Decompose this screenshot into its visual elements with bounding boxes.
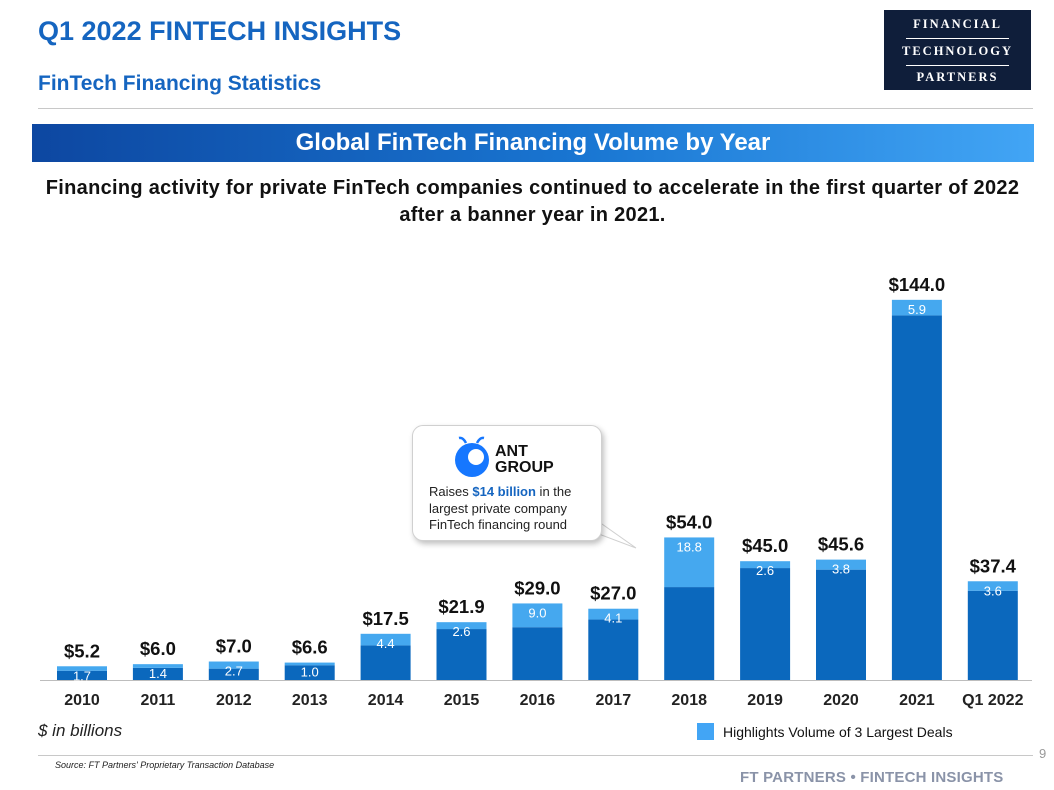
x-tick-label-8: 2018 xyxy=(671,692,707,709)
highlight-value-label-3: 1.0 xyxy=(301,665,319,680)
x-tick-label-2: 2012 xyxy=(216,692,252,709)
chart-title-banner: Global FinTech Financing Volume by Year xyxy=(32,124,1034,162)
logo-line-2: TECHNOLOGY xyxy=(902,44,1013,58)
ant-name-line-1: ANT xyxy=(495,443,528,460)
bar-base-0 xyxy=(57,670,107,680)
highlight-value-label-11: 5.9 xyxy=(908,302,926,317)
ant-group-name: ANT GROUP xyxy=(495,444,554,476)
highlight-value-label-2: 2.7 xyxy=(225,664,243,679)
x-tick-label-3: 2013 xyxy=(292,692,328,709)
page-subtitle: FinTech Financing Statistics xyxy=(38,72,322,95)
bar-highlight-0 xyxy=(57,666,107,671)
total-value-label-9: $45.0 xyxy=(742,535,788,556)
highlight-value-label-6: 9.0 xyxy=(528,605,546,620)
header-divider xyxy=(38,108,1033,109)
bar-base-10 xyxy=(816,569,866,680)
logo-rule-2 xyxy=(906,65,1009,66)
bar-base-7 xyxy=(588,619,639,680)
callout-amount: $14 billion xyxy=(472,484,536,499)
x-tick-label-1: 2011 xyxy=(141,692,176,709)
callout-text-before: Raises xyxy=(429,484,473,499)
highlight-value-label-5: 2.6 xyxy=(452,624,470,639)
ant-group-logo-icon xyxy=(455,436,489,477)
bar-base-3 xyxy=(284,665,335,680)
total-value-label-11: $144.0 xyxy=(889,274,946,295)
x-tick-label-11: 2021 xyxy=(899,692,935,709)
bar-base-11 xyxy=(891,315,942,680)
total-value-label-2: $7.0 xyxy=(216,636,252,657)
legend-label: Highlights Volume of 3 Largest Deals xyxy=(723,724,953,740)
highlight-value-label-10: 3.8 xyxy=(832,562,850,577)
bar-base-8 xyxy=(664,587,715,680)
bar-highlight-2 xyxy=(208,661,259,669)
bar-highlight-7 xyxy=(588,608,639,620)
ant-name-line-2: GROUP xyxy=(495,459,554,476)
highlight-value-label-8: 18.8 xyxy=(677,539,702,554)
units-note: $ in billions xyxy=(38,721,123,740)
highlight-value-label-0: 1.7 xyxy=(73,668,91,683)
callout-text-after: in the largest private company FinTech f… xyxy=(429,484,572,532)
x-tick-label-7: 2017 xyxy=(596,692,632,709)
bar-base-2 xyxy=(208,668,259,680)
bar-base-5 xyxy=(436,629,487,680)
bar-base-12 xyxy=(967,590,1018,680)
x-tick-label-4: 2014 xyxy=(368,692,404,709)
bar-highlight-12 xyxy=(967,581,1018,591)
x-tick-label-6: 2016 xyxy=(520,692,556,709)
page-title: Q1 2022 FINTECH INSIGHTS xyxy=(38,16,402,46)
highlight-value-label-9: 2.6 xyxy=(756,563,774,578)
bar-highlight-11 xyxy=(891,299,942,316)
highlight-value-label-7: 4.1 xyxy=(604,611,622,626)
bar-highlight-4 xyxy=(360,633,411,646)
ft-partners-logo: FINANCIAL TECHNOLOGY PARTNERS xyxy=(884,10,1031,90)
bar-highlight-1 xyxy=(132,664,183,668)
x-tick-label-0: 2010 xyxy=(64,692,100,709)
footer-divider xyxy=(38,755,1033,756)
logo-line-1: FINANCIAL xyxy=(913,17,1002,31)
highlight-value-label-1: 1.4 xyxy=(149,666,167,681)
total-value-label-1: $6.0 xyxy=(140,638,176,659)
bar-base-4 xyxy=(360,645,411,680)
total-value-label-4: $17.5 xyxy=(362,608,408,629)
legend-swatch xyxy=(697,723,714,740)
bar-highlight-10 xyxy=(816,559,866,570)
total-value-label-0: $5.2 xyxy=(64,640,100,661)
callout-text: Raises $14 billion in the largest privat… xyxy=(429,484,601,534)
bar-base-9 xyxy=(740,568,791,680)
bar-highlight-6 xyxy=(512,603,563,628)
total-value-label-8: $54.0 xyxy=(666,511,712,532)
footer-brand: FT PARTNERS • FINTECH INSIGHTS xyxy=(740,769,1004,786)
logo-line-3: PARTNERS xyxy=(916,70,999,84)
x-tick-label-9: 2019 xyxy=(747,692,783,709)
bar-base-6 xyxy=(512,627,563,680)
total-value-label-3: $6.6 xyxy=(292,637,328,658)
bar-highlight-9 xyxy=(740,561,791,569)
x-tick-label-10: 2020 xyxy=(823,692,859,709)
chart-caption: Financing activity for private FinTech c… xyxy=(45,177,1020,226)
highlight-value-label-4: 4.4 xyxy=(377,636,395,651)
page-number: 9 xyxy=(1039,746,1047,761)
highlight-value-label-12: 3.6 xyxy=(984,583,1002,598)
ant-group-callout: ANT GROUP Raises $14 billion in the larg… xyxy=(412,425,602,541)
bar-highlight-5 xyxy=(436,622,487,630)
x-tick-label-5: 2015 xyxy=(444,692,480,709)
total-value-label-6: $29.0 xyxy=(514,577,560,598)
bar-highlight-8 xyxy=(664,537,715,588)
total-value-label-5: $21.9 xyxy=(438,596,484,617)
bar-base-1 xyxy=(132,667,183,680)
logo-rule-1 xyxy=(906,38,1009,39)
total-value-label-12: $37.4 xyxy=(970,555,1017,576)
total-value-label-7: $27.0 xyxy=(590,583,636,604)
bar-highlight-3 xyxy=(284,662,335,666)
x-tick-label-12: Q1 2022 xyxy=(962,692,1023,709)
total-value-label-10: $45.6 xyxy=(818,534,864,555)
source-note: Source: FT Partners' Proprietary Transac… xyxy=(55,760,275,770)
